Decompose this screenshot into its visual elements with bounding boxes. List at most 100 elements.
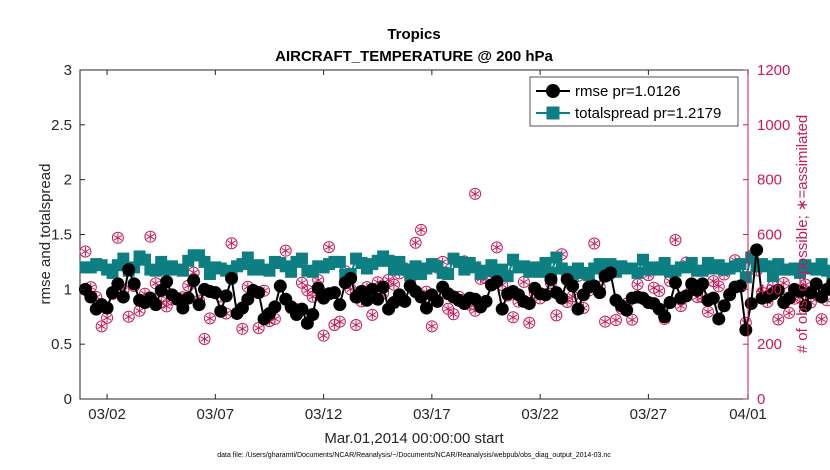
obs-assimilated-point-stroke bbox=[709, 278, 718, 284]
rmse-point bbox=[365, 282, 379, 296]
obs-assimilated-point bbox=[611, 315, 621, 325]
totalspread-point bbox=[117, 252, 130, 265]
obs-outlier-point bbox=[409, 236, 422, 249]
y2-tick-label: 1200 bbox=[757, 62, 790, 79]
legend: rmse pr=1.0126 totalspread pr=1.2179 bbox=[529, 76, 739, 127]
y2-tick-label: 0 bbox=[757, 391, 765, 408]
rmse-point bbox=[252, 286, 266, 300]
obs-assimilated-point bbox=[238, 324, 247, 334]
y-tick-label: 1 bbox=[64, 281, 72, 298]
obs-possible-point bbox=[323, 241, 336, 254]
y2-axis-label: # of obs: o=possible; ∗=assimilated bbox=[794, 115, 811, 354]
y2-tick-label: 400 bbox=[757, 281, 782, 298]
rmse-series bbox=[78, 243, 830, 337]
obs-assimilated-point bbox=[297, 278, 307, 288]
obs-possible-point bbox=[490, 241, 503, 254]
obs-assimilated-point-stroke bbox=[779, 280, 788, 286]
obs-assimilated-point-stroke bbox=[200, 336, 209, 342]
obs-assimilated-point-stroke bbox=[162, 303, 171, 310]
totalspread-point bbox=[198, 255, 211, 268]
rmse-point bbox=[750, 243, 764, 257]
obs-assimilated-point bbox=[389, 280, 399, 290]
obs-possible-point bbox=[507, 311, 520, 324]
obs-assimilated-point bbox=[600, 317, 610, 327]
rmse-point bbox=[360, 293, 374, 307]
obs-assimilated-point bbox=[633, 279, 642, 289]
rmse-point bbox=[555, 291, 569, 305]
rmse-point bbox=[160, 275, 174, 289]
obs-assimilated-point bbox=[508, 312, 518, 322]
rmse-point bbox=[295, 302, 309, 316]
obs-possible-point bbox=[350, 318, 363, 331]
rmse-point bbox=[490, 275, 504, 289]
obs-possible-point bbox=[415, 223, 428, 236]
y-tick-label: 2 bbox=[64, 172, 72, 189]
obs-possible-point bbox=[588, 237, 601, 250]
rmse-point bbox=[219, 289, 233, 303]
axes: 0 0.5 1 1.5 2 2.5 3 0 200 400 600 800 1000 1200 03/02 0… bbox=[51, 62, 790, 423]
obs-assimilated-point bbox=[303, 285, 312, 295]
obs-assimilated-point bbox=[703, 307, 713, 317]
rmse-point bbox=[495, 302, 509, 316]
rmse-point bbox=[273, 279, 287, 293]
chart-title: Tropics bbox=[387, 26, 440, 43]
rmse-point bbox=[419, 301, 433, 315]
obs-assimilated-point-stroke bbox=[297, 280, 307, 286]
totalspread-point bbox=[138, 253, 151, 266]
obs-assimilated-point-stroke bbox=[492, 244, 501, 251]
rmse-point bbox=[544, 272, 558, 286]
obs-assimilated-point bbox=[817, 314, 826, 324]
rmse-point bbox=[398, 294, 412, 308]
chart-subtitle: AIRCRAFT_TEMPERATURE @ 200 hPa bbox=[275, 48, 553, 65]
obs-possible-point bbox=[279, 244, 292, 257]
obs-assimilated-point-stroke bbox=[389, 281, 399, 288]
obs-assimilated-point bbox=[384, 275, 393, 285]
obs-assimilated-point-stroke bbox=[714, 283, 723, 290]
rmse-point bbox=[111, 277, 125, 291]
rmse-point bbox=[809, 277, 823, 291]
obs-possible-point bbox=[111, 231, 124, 244]
y-tick-label: 1.5 bbox=[51, 227, 72, 244]
obs-assimilated-point bbox=[97, 321, 106, 331]
y2-tick-label: 800 bbox=[757, 172, 782, 189]
obs-assimilated-point bbox=[113, 233, 123, 243]
legend-spread-marker bbox=[546, 106, 560, 120]
rmse-point bbox=[127, 277, 141, 291]
obs-assimilated-point-stroke bbox=[124, 314, 133, 320]
obs-possible-point bbox=[144, 230, 157, 243]
obs-assimilated-point bbox=[774, 314, 783, 324]
obs-assimilated-point-stroke bbox=[611, 317, 621, 323]
obs-assimilated-point-stroke bbox=[81, 248, 90, 255]
obs-assimilated-point-stroke bbox=[416, 227, 426, 233]
obs-possible-point bbox=[669, 233, 682, 246]
totalspread-point bbox=[631, 266, 644, 279]
rmse-point bbox=[593, 286, 607, 300]
obs-assimilated-point bbox=[655, 286, 664, 296]
obs-assimilated-point-stroke bbox=[324, 244, 334, 250]
obs-possible-point bbox=[550, 309, 563, 322]
obs-possible-point bbox=[225, 237, 238, 250]
obs-assimilated-point bbox=[525, 318, 534, 328]
obs-possible-point bbox=[95, 320, 108, 333]
obs-assimilated-point bbox=[590, 239, 599, 249]
rmse-point bbox=[658, 310, 672, 324]
rmse-point bbox=[100, 301, 114, 315]
obs-assimilated-point-stroke bbox=[189, 269, 198, 276]
legend-rmse-marker bbox=[546, 84, 560, 98]
obs-assimilated-point-stroke bbox=[146, 234, 155, 240]
obs-assimilated-point-stroke bbox=[351, 322, 361, 328]
rmse-point bbox=[566, 279, 580, 293]
totalspread-point bbox=[636, 253, 649, 266]
rmse-point bbox=[539, 288, 553, 302]
obs-possible-point bbox=[523, 316, 536, 329]
obs-possible-point bbox=[236, 322, 249, 335]
obs-assimilated-point bbox=[146, 232, 155, 242]
obs-assimilated-point bbox=[124, 312, 133, 322]
obs-assimilated-point bbox=[416, 225, 426, 235]
rmse-point bbox=[706, 291, 720, 305]
rmse-point bbox=[122, 263, 136, 277]
obs-possible-point bbox=[203, 312, 216, 325]
obs-assimilated-point bbox=[552, 310, 561, 320]
rmse-point bbox=[571, 302, 585, 316]
obs-assimilated-point bbox=[351, 320, 361, 330]
